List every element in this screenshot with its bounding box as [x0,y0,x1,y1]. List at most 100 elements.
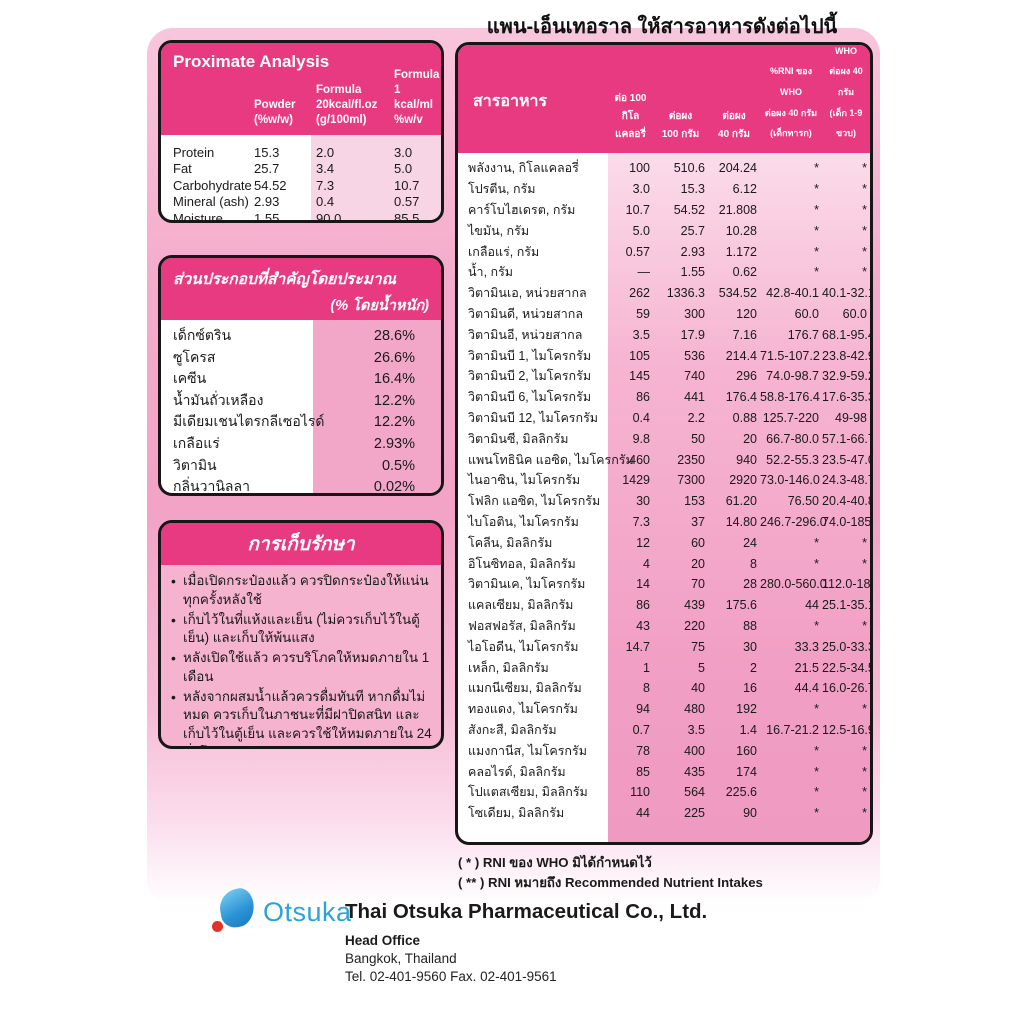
nutrient-rni-child: 32.9-59.2 [822,369,873,384]
nutrient-per-100g: 435 [684,764,705,779]
proximate-col-formula-1kcal: Formula 1 kcal/ml %w/v [394,69,440,127]
nutrient-per-100g: 1.55 [680,265,705,280]
nutrient-per-40g: 296 [736,369,757,384]
nutrient-per-100kcal: 145 [629,369,650,384]
nutrient-rni-child: * [862,182,867,197]
nutrient-rni-child: 25.1-35.1 [822,598,873,613]
nutrient-rni-infant: 33.3 [794,639,819,654]
nutrient-per-100g: 15.3 [680,182,705,197]
nutrient-per-100g: 60 [691,535,705,550]
nutrient-name: สังกะสี, มิลลิกรัม [468,722,557,737]
ingredient-percentage: 0.5% [381,457,415,474]
nutrient-row: โคลีน, มิลลิกรัม 12 60 24 * * [458,532,870,553]
nutrient-per-100kcal: 4 [643,556,650,571]
nutrient-per-100kcal: 1429 [622,473,650,488]
nutrient-rni-child: 23.8-42.9 [822,348,873,363]
nutrient-name: พลังงาน, กิโลแคลอรี่ [468,161,579,176]
ingredients-subtitle: (% โดยน้ำหนัก) [330,298,429,314]
nutrient-rni-child: * [862,223,867,238]
nutrient-row: วิตามินบี 1, ไมโครกรัม 105 536 214.4 71.5-10… [458,345,870,366]
storage-instructions: เมื่อเปิดกระป๋องแล้ว ควรปิดกระป๋องให้แน่… [161,565,441,746]
nutrient-per-40g: 7.16 [732,327,757,342]
nutrient-per-100g: 400 [684,743,705,758]
nutrient-rni-infant: * [814,702,819,717]
proximate-formula-20kcal-value: 90.0 [316,210,342,223]
nutrient-per-100kcal: 8 [643,681,650,696]
ingredient-name: มีเดียมเชนไตรกลีเซอไรด์ [173,413,325,430]
nutrient-per-40g: 1.4 [739,722,757,737]
nutrient-row: เกลือแร่, กรัม 0.57 2.93 1.172 * * [458,241,870,262]
nutrient-rni-child: * [862,618,867,633]
nutrient-per-100g: 50 [691,431,705,446]
nutrient-row: โปแตสเซียม, มิลลิกรัม 110 564 225.6 * * [458,782,870,803]
nutrient-rni-child: 60.0 [842,306,867,321]
nutrient-name: วิตามินบี 1, ไมโครกรัม [468,348,592,363]
proximate-analysis-body: Protein 15.3 2.0 3.0 Fat 25.7 3.4 5.0 Carbohydra… [161,135,441,220]
ingredient-row: วิตามิน 0.5% [161,455,441,477]
nutrient-rni-infant: 74.0-98.7 [766,369,819,384]
nutrients-rows: พลังงาน, กิโลแคลอรี่ 100 510.6 204.24 * * โปรต… [458,153,870,824]
nutrient-row: โฟลิก แอซิด, ไมโครกรัม 30 153 61.20 76.50 20.… [458,491,870,512]
nutrient-name: น้ำ, กรัม [468,265,514,280]
proximate-row: Protein 15.3 2.0 3.0 [161,144,441,161]
nutrient-row: ไขมัน, กรัม 5.0 25.7 10.28 * * [458,220,870,241]
nutrient-rni-infant: * [814,535,819,550]
ingredient-percentage: 26.6% [373,349,415,366]
nutrient-row: เหล็ก, มิลลิกรัม 1 5 2 21.5 22.5-34.5 [458,657,870,678]
ingredient-percentage: 28.6% [373,328,415,344]
nutrient-name: โปรตีน, กรัม [468,182,536,197]
nutrient-row: ทองแดง, ไมโครกรัม 94 480 192 * * [458,699,870,720]
proximate-formula-columns-shading [311,135,441,220]
proximate-row-label: Fat [173,161,192,177]
nutrient-name: โคลีน, มิลลิกรัม [468,535,553,550]
storage-bullet: เมื่อเปิดกระป๋องแล้ว ควรปิดกระป๋องให้แน่… [170,572,433,610]
nutrient-row: อิโนซิทอล, มิลลิกรัม 4 20 8 * * [458,553,870,574]
nutrient-name: ไนอาซิน, ไมโครกรัม [468,473,581,488]
nutrient-per-100kcal: 12 [636,535,650,550]
ingredient-row: ซูโครส 26.6% [161,347,441,369]
nutrient-per-40g: 204.24 [718,161,757,176]
nutrient-per-100kcal: 85 [636,764,650,779]
nutrient-rni-child: * [862,535,867,550]
nutrient-per-100g: 2.93 [680,244,705,259]
nutrient-name: คลอไรด์, มิลลิกรัม [468,764,566,779]
nutrient-rni-infant: * [814,161,819,176]
nutrient-name: แพนโทธินิค แอซิด, ไมโครกรัม [468,452,634,467]
ingredient-row: เกลือแร่ 2.93% [161,433,441,455]
nutrient-per-40g: 10.28 [725,223,757,238]
nutrient-row: น้ำ, กรัม — 1.55 0.62 * * [458,262,870,283]
ingredients-body: เด็กซ์ตริน 28.6% ซูโครส 26.6% เคซีน 16.4% น้ำม… [161,320,441,493]
nutrient-per-100kcal: 0.57 [625,244,650,259]
proximate-powder-value: 25.7 [254,161,280,177]
nutrient-rni-child: 68.1-95.4 [822,327,873,342]
nutrient-row: วิตามินเค, ไมโครกรัม 14 70 28 280.0-560.0 112… [458,574,870,595]
nutrient-row: คาร์โบไฮเดรต, กรัม 10.7 54.52 21.808 * * [458,200,870,221]
nutrient-name: วิตามินซี, มิลลิกรัม [468,431,569,446]
nutrient-name: โฟลิก แอซิด, ไมโครกรัม [468,494,601,509]
nutrient-rni-infant: * [814,182,819,197]
nutrient-per-40g: 0.62 [732,265,757,280]
proximate-analysis-panel: Proximate Analysis Powder (%w/w) Formula… [158,40,444,223]
nutrient-rni-child: * [862,785,867,800]
proximate-formula-20kcal-value: 7.3 [316,177,335,193]
nutrient-rni-infant: * [814,223,819,238]
nutrient-rni-infant: 280.0-560.0 [760,577,827,592]
nutrient-rni-infant: 58.8-176.4 [760,390,820,405]
nutrient-per-100kcal: 100 [629,161,650,176]
nutrient-per-40g: 940 [736,452,757,467]
proximate-formula-1kcal-value: 5.0 [394,161,413,177]
nutrient-per-100kcal: 86 [636,390,650,405]
nutrient-row: วิตามินซี, มิลลิกรัม 9.8 50 20 66.7-80.0 57.1… [458,428,870,449]
nutrient-per-100kcal: 9.8 [632,431,650,446]
nutrient-name: แมงกานีส, ไมโครกรัม [468,743,587,758]
nutrients-col-rni-child: %RNI ของ WHO ต่อผง 40 กรัม (เด็ก 1-9 ขวบ… [829,45,863,139]
nutrient-per-40g: 6.12 [732,182,757,197]
nutrient-per-100kcal: 14.7 [625,639,650,654]
nutrient-per-100kcal: 0.7 [632,722,650,737]
nutrient-rni-child: * [862,556,867,571]
nutrient-rni-infant: 73.0-146.0 [760,473,820,488]
nutrient-per-100kcal: 0.4 [632,410,650,425]
company-phone: Tel. 02-401-9560 Fax. 02-401-9561 [345,969,557,984]
nutrient-rni-child: 20.4-40.8 [822,494,873,509]
nutrient-per-100g: 220 [684,618,705,633]
